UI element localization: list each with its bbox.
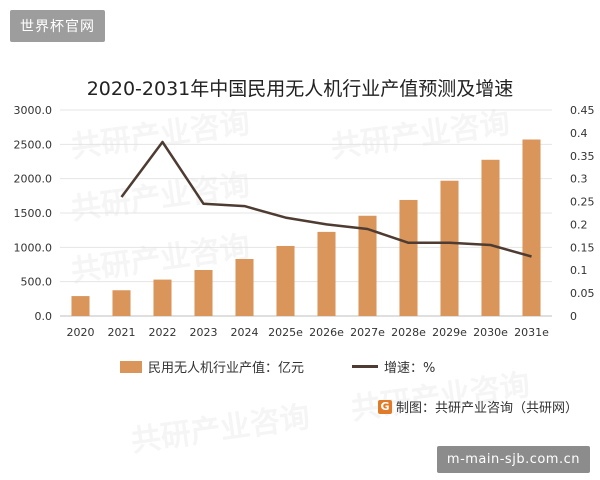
bar: [276, 245, 295, 316]
y-right-tick-label: 0.35: [570, 150, 595, 163]
y-right-tick-label: 0.25: [570, 196, 595, 209]
bar: [358, 215, 377, 316]
x-tick-label: 2030e: [473, 326, 508, 339]
y-right-tick-label: 0.45: [570, 104, 595, 117]
x-tick-label: 2024: [231, 326, 259, 339]
x-tick-label: 2026e: [309, 326, 344, 339]
x-tick-label: 2022: [149, 326, 177, 339]
chart-plot: 0.0 500.0 1000.0 1500.0 2000.0 2500.0 3000.0 0 0…: [14, 104, 595, 339]
x-tick-label: 2021: [108, 326, 136, 339]
y-right-tick-label: 0.15: [570, 241, 595, 254]
legend-item-line: 增速：%: [352, 357, 435, 376]
y-left-tick-label: 500.0: [21, 276, 53, 289]
x-tick-label: 2028e: [391, 326, 426, 339]
y-right-tick-label: 0: [570, 310, 577, 323]
bar: [317, 231, 336, 316]
legend-label-bar: 民用无人机行业产值：亿元: [148, 361, 305, 376]
bar: [481, 159, 500, 316]
y-left-tick-label: 3000.0: [14, 104, 53, 117]
y-left-tick-label: 1500.0: [14, 207, 53, 220]
x-tick-label: 2031e: [514, 326, 549, 339]
source-credit: G 制图：共研产业咨询（共研网）: [378, 397, 578, 416]
y-left-tick-label: 2000.0: [14, 173, 53, 186]
chart-legend: 民用无人机行业产值：亿元 增速：%: [0, 357, 600, 377]
bar: [71, 296, 90, 316]
x-tick-label: 2020: [67, 326, 95, 339]
y-left-tick-label: 1000.0: [14, 241, 53, 254]
y-right-tick-label: 0.2: [570, 218, 588, 231]
legend-swatch-line: [352, 365, 378, 368]
bar: [522, 139, 541, 316]
x-tick-label: 2027e: [350, 326, 385, 339]
x-tick-label: 2029e: [432, 326, 467, 339]
background-watermark: 共研产业咨询: [128, 399, 313, 460]
url-watermark: m-main-sjb.com.cn: [436, 446, 590, 473]
y-right-tick-label: 0.1: [570, 264, 588, 277]
chart-title: 2020-2031年中国民用无人机行业产值预测及增速: [86, 78, 514, 100]
legend-label-line: 增速：%: [384, 361, 436, 376]
bar: [440, 180, 459, 316]
bar: [235, 259, 254, 316]
site-watermark: 世界杯官网: [10, 10, 105, 42]
y-left-tick-label: 2500.0: [14, 138, 53, 151]
bar: [194, 269, 213, 316]
x-tick-label: 2023: [190, 326, 218, 339]
y-right-tick-label: 0.05: [570, 287, 595, 300]
bar: [153, 279, 172, 316]
bar: [399, 199, 418, 316]
source-text: 制图：共研产业咨询（共研网）: [396, 401, 579, 416]
source-logo-icon: G: [378, 399, 392, 414]
legend-item-bar: 民用无人机行业产值：亿元: [120, 357, 304, 376]
x-tick-label: 2025e: [268, 326, 303, 339]
legend-swatch-bar: [120, 360, 142, 373]
y-right-tick-label: 0.3: [570, 173, 588, 186]
y-left-tick-label: 0.0: [35, 310, 53, 323]
y-right-tick-label: 0.4: [570, 127, 588, 140]
bar: [112, 290, 131, 316]
